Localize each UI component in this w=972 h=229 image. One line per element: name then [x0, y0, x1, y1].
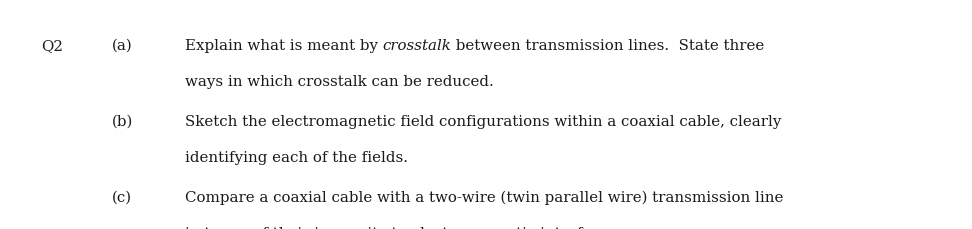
Text: crosstalk: crosstalk: [382, 39, 451, 53]
Text: between transmission lines.  State three: between transmission lines. State three: [451, 39, 765, 53]
Text: (b): (b): [112, 114, 133, 128]
Text: Compare a coaxial cable with a two-wire (twin parallel wire) transmission line: Compare a coaxial cable with a two-wire …: [185, 190, 783, 204]
Text: in terms of their immunity to electromagnetic interference.: in terms of their immunity to electromag…: [185, 226, 639, 229]
Text: Explain what is meant by: Explain what is meant by: [185, 39, 382, 53]
Text: Sketch the electromagnetic field configurations within a coaxial cable, clearly: Sketch the electromagnetic field configu…: [185, 114, 781, 128]
Text: identifying each of the fields.: identifying each of the fields.: [185, 150, 407, 164]
Text: ways in which crosstalk can be reduced.: ways in which crosstalk can be reduced.: [185, 74, 494, 88]
Text: Q2: Q2: [41, 39, 63, 53]
Text: (a): (a): [112, 39, 132, 53]
Text: (c): (c): [112, 190, 132, 204]
